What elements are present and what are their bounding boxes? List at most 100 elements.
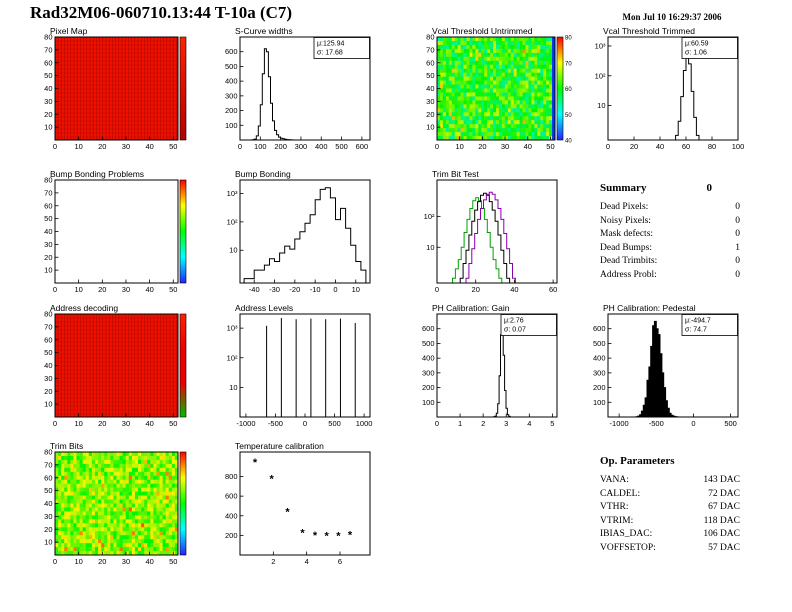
svg-text:10: 10 bbox=[426, 243, 434, 252]
svg-text:500: 500 bbox=[422, 339, 435, 348]
svg-text:400: 400 bbox=[225, 77, 238, 86]
svg-text:30: 30 bbox=[501, 142, 509, 151]
svg-text:μ:60.59: μ:60.59 bbox=[685, 41, 709, 48]
svg-text:60: 60 bbox=[549, 285, 557, 294]
panel-pixel-map: Pixel Map 0 10 20 30 40 50 10 20 30 40 50 60 70 80 bbox=[44, 26, 187, 151]
svg-text:-1000: -1000 bbox=[236, 419, 255, 428]
chart-trim_bits: 0 10 20 30 40 50 10 20 30 40 50 60 70 80 bbox=[44, 448, 187, 566]
svg-text:20: 20 bbox=[426, 110, 434, 119]
svg-text:0: 0 bbox=[691, 419, 695, 428]
svg-text:100: 100 bbox=[732, 142, 745, 151]
svg-text:40: 40 bbox=[145, 557, 153, 566]
op-parameter-row: VANA: 143 DAC bbox=[600, 475, 740, 485]
svg-text:0: 0 bbox=[435, 142, 439, 151]
panel-title: Temperature calibration bbox=[235, 441, 324, 451]
summary-row-label: Mask defects: bbox=[600, 229, 654, 239]
svg-text:10: 10 bbox=[74, 142, 82, 151]
svg-text:40: 40 bbox=[426, 84, 434, 93]
svg-text:200: 200 bbox=[422, 383, 435, 392]
svg-text:500: 500 bbox=[593, 339, 606, 348]
svg-text:50: 50 bbox=[44, 71, 52, 80]
svg-text:*: * bbox=[300, 527, 305, 539]
chart-ph_gain: 0 1 2 3 4 5 100 200 300 400 500 600 μ:2.76 σ: 0.07 bbox=[422, 313, 558, 428]
svg-text:40: 40 bbox=[44, 84, 52, 93]
chart-ph_pedestal: -1000 -500 0 500 100 200 300 400 500 600 μ:-494.7 σ… bbox=[593, 313, 739, 428]
svg-text:30: 30 bbox=[44, 240, 52, 249]
svg-text:70: 70 bbox=[44, 460, 52, 469]
svg-text:80: 80 bbox=[44, 33, 52, 42]
svg-text:400: 400 bbox=[593, 354, 606, 363]
svg-text:20: 20 bbox=[630, 142, 638, 151]
svg-text:20: 20 bbox=[44, 110, 52, 119]
svg-text:30: 30 bbox=[122, 285, 130, 294]
svg-text:4: 4 bbox=[305, 557, 309, 566]
svg-text:μ:2.76: μ:2.76 bbox=[504, 318, 524, 325]
summary-row-label: Noisy Pixels: bbox=[600, 215, 651, 226]
svg-text:70: 70 bbox=[44, 45, 52, 54]
summary-row-value: 0 bbox=[735, 202, 740, 212]
svg-text:μ:125.94: μ:125.94 bbox=[317, 41, 344, 48]
svg-text:*: * bbox=[325, 530, 330, 542]
svg-text:1: 1 bbox=[458, 419, 462, 428]
svg-text:10²: 10² bbox=[227, 217, 238, 226]
svg-text:5: 5 bbox=[550, 419, 554, 428]
svg-text:30: 30 bbox=[122, 557, 130, 566]
panel-title: Pixel Map bbox=[50, 26, 88, 36]
op-parameter-row: IBIAS_DAC: 106 DAC bbox=[600, 529, 740, 539]
panel-address-levels: Address Levels -1000 -500 0 500 1000 10 10² 10³ bbox=[227, 303, 373, 428]
svg-text:50: 50 bbox=[169, 419, 177, 428]
panel-title: PH Calibration: Pedestal bbox=[603, 303, 696, 313]
svg-text:30: 30 bbox=[426, 97, 434, 106]
svg-text:0: 0 bbox=[53, 285, 57, 294]
svg-text:800: 800 bbox=[225, 472, 238, 481]
chart-vcal_trimmed: 0 20 40 60 80 100 10 10² 10³ μ:60.59 σ: 1.06 bbox=[595, 36, 744, 151]
svg-text:100: 100 bbox=[254, 142, 267, 151]
svg-text:0: 0 bbox=[53, 142, 57, 151]
svg-text:0: 0 bbox=[333, 285, 337, 294]
svg-text:500: 500 bbox=[724, 419, 737, 428]
summary-row-label: Address Probl: bbox=[600, 269, 657, 280]
panel-title: PH Calibration: Gain bbox=[432, 303, 510, 313]
summary-row-value: 1 bbox=[735, 242, 740, 253]
summary-row: Mask defects: 0 bbox=[600, 229, 740, 239]
svg-text:40: 40 bbox=[44, 499, 52, 508]
svg-text:80: 80 bbox=[708, 142, 716, 151]
summary-header: Summary 0 bbox=[600, 182, 740, 194]
svg-text:*: * bbox=[313, 530, 318, 542]
panel-trim-bits: Trim Bits 0 10 20 30 40 50 10 20 30 40 50 60 70 80 bbox=[44, 441, 187, 566]
op-parameter-row: VTRIM: 118 DAC bbox=[600, 516, 740, 526]
svg-text:300: 300 bbox=[295, 142, 308, 151]
svg-text:50: 50 bbox=[565, 113, 572, 119]
svg-text:100: 100 bbox=[225, 121, 238, 130]
svg-text:80: 80 bbox=[565, 36, 572, 42]
svg-text:10: 10 bbox=[44, 400, 52, 409]
svg-text:20: 20 bbox=[472, 285, 480, 294]
svg-text:10: 10 bbox=[44, 266, 52, 275]
svg-text:30: 30 bbox=[44, 512, 52, 521]
summary-row-value: 0 bbox=[735, 229, 740, 239]
summary-row: Dead Pixels: 0 bbox=[600, 202, 740, 212]
panel-temperature-calibration: Temperature calibration * * * * * * * * 2 4 6 200 400… bbox=[225, 441, 371, 566]
svg-text:60: 60 bbox=[44, 58, 52, 67]
summary-header-value: 0 bbox=[706, 182, 713, 194]
svg-text:30: 30 bbox=[44, 374, 52, 383]
svg-text:*: * bbox=[348, 529, 353, 541]
svg-text:20: 20 bbox=[44, 253, 52, 262]
summary-row: Dead Trimbits: 0 bbox=[600, 256, 740, 266]
svg-text:50: 50 bbox=[546, 142, 554, 151]
svg-text:60: 60 bbox=[682, 142, 690, 151]
svg-text:3: 3 bbox=[504, 419, 508, 428]
svg-text:10: 10 bbox=[229, 246, 237, 255]
panel-title: Trim Bit Test bbox=[432, 169, 479, 179]
svg-text:10: 10 bbox=[426, 123, 434, 132]
svg-text:20: 20 bbox=[98, 419, 106, 428]
svg-text:-40: -40 bbox=[249, 285, 260, 294]
svg-text:10: 10 bbox=[74, 557, 82, 566]
svg-text:10²: 10² bbox=[227, 353, 238, 362]
summary-block: Summary 0 Dead Pixels: 0 Noisy Pixels: 0 M… bbox=[600, 182, 740, 283]
panel-bump-bonding: Bump Bonding -40 -30 -20 -10 0 10 10 10² 10³ bbox=[227, 169, 371, 294]
svg-text:50: 50 bbox=[44, 214, 52, 223]
svg-text:20: 20 bbox=[478, 142, 486, 151]
chart-trimbit_test: 0 20 40 60 10 10² bbox=[424, 179, 558, 294]
